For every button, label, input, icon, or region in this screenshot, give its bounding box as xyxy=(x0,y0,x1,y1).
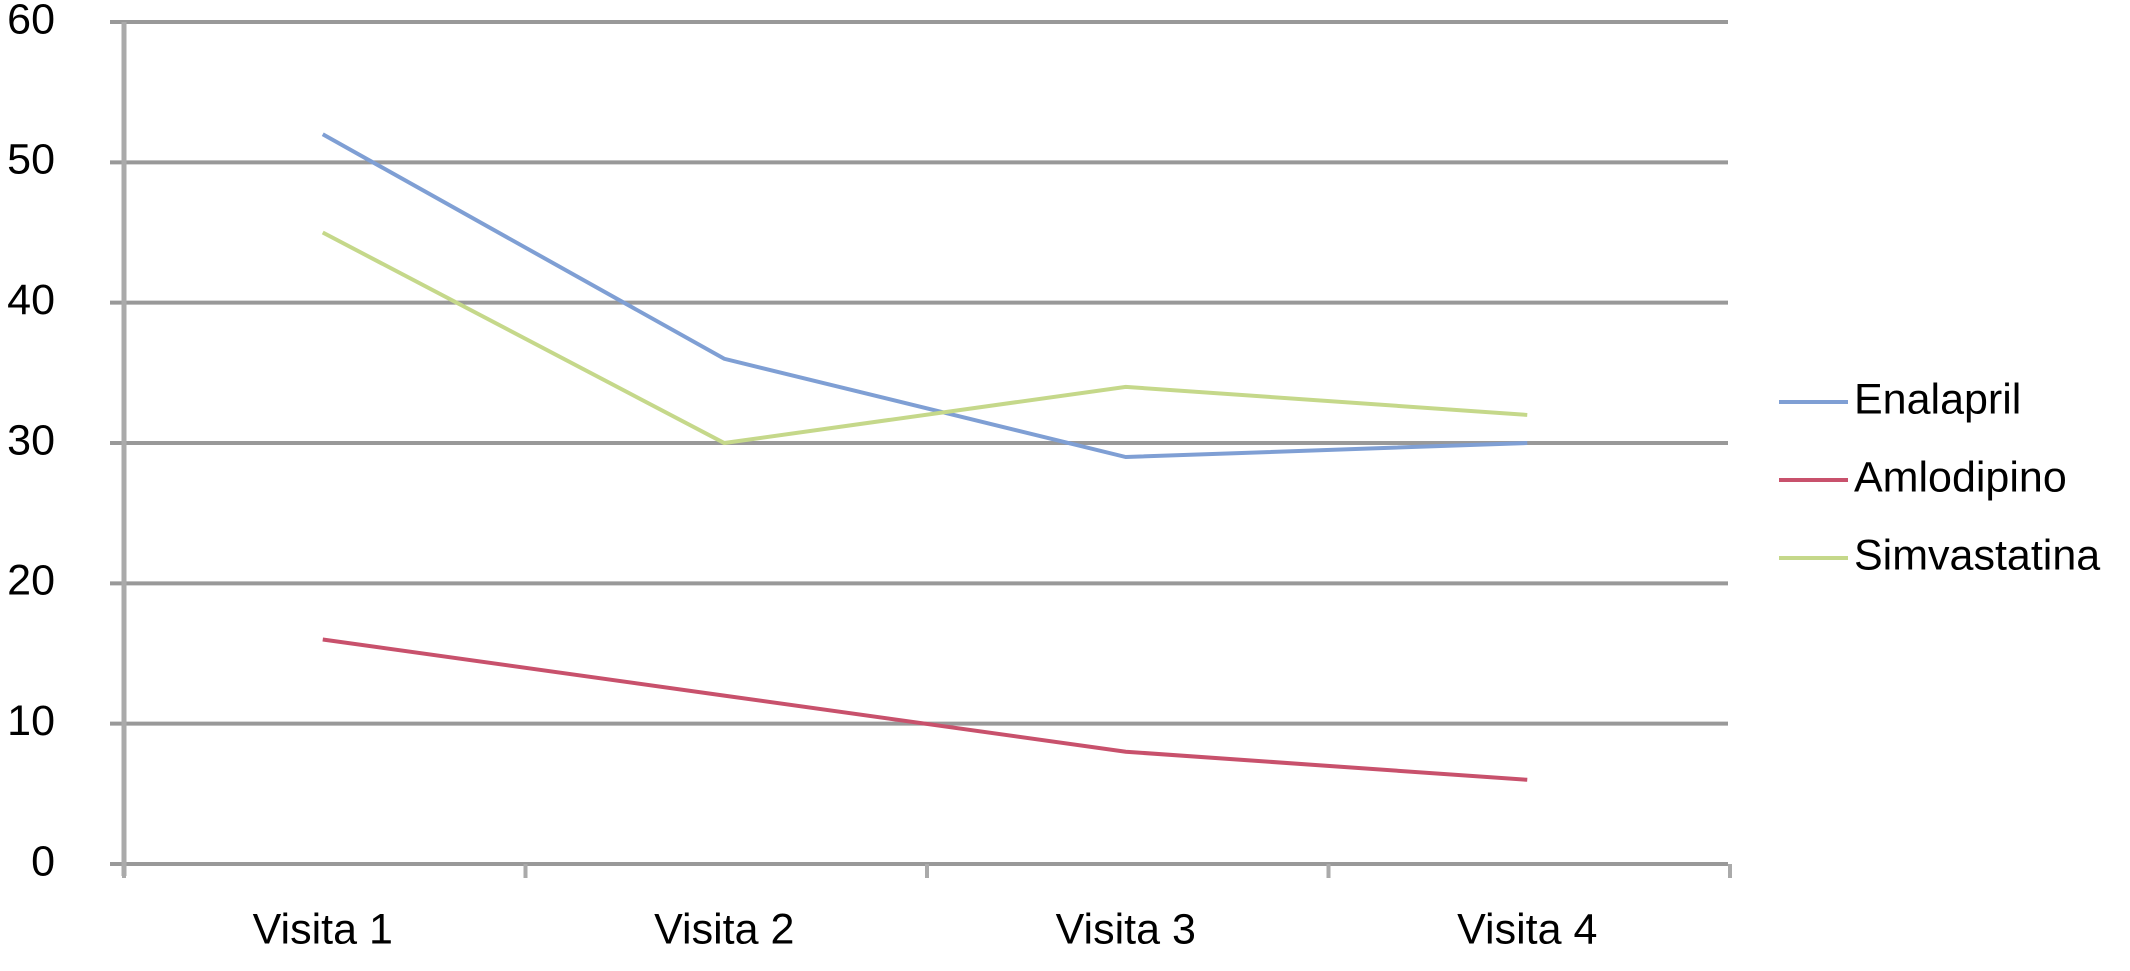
x-tick-label: Visita 4 xyxy=(1457,905,1597,953)
x-tick-label: Visita 3 xyxy=(1056,905,1196,953)
legend-label: Enalapril xyxy=(1854,375,2021,423)
series-line xyxy=(321,230,1528,446)
y-tick-label: 20 xyxy=(7,557,55,605)
y-tick-label: 10 xyxy=(7,697,55,745)
y-tick-label: 0 xyxy=(31,837,55,885)
x-tick-label: Visita 2 xyxy=(654,905,794,953)
x-tick-label: Visita 1 xyxy=(253,905,393,953)
series-line xyxy=(322,637,1528,782)
y-tick-label: 50 xyxy=(7,136,55,184)
series-line xyxy=(321,132,1528,460)
legend-label: Amlodipino xyxy=(1854,453,2067,501)
y-tick-label: 30 xyxy=(7,416,55,464)
y-tick-label: 40 xyxy=(7,276,55,324)
legend-label: Simvastatina xyxy=(1854,531,2100,579)
y-tick-label: 60 xyxy=(7,0,55,43)
